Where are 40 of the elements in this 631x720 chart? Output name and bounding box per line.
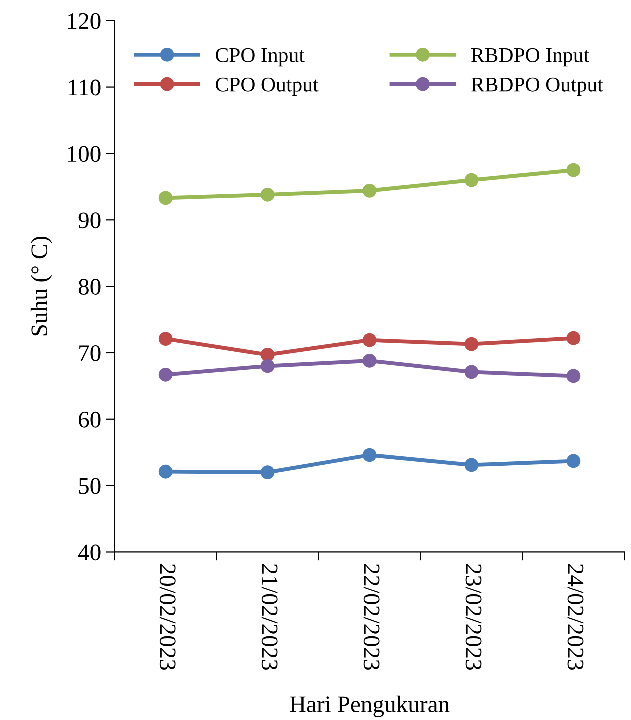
legend-label: RBDPO Input	[472, 48, 590, 67]
point	[158, 191, 173, 206]
point	[158, 464, 173, 479]
point	[260, 348, 275, 362]
point	[362, 184, 377, 198]
point	[158, 332, 173, 346]
point	[566, 163, 581, 178]
point	[566, 369, 581, 384]
x-axis-title: Hari Pengukuran	[290, 696, 450, 718]
point	[464, 365, 479, 380]
point	[260, 188, 275, 202]
y-tick-label: 110	[69, 80, 101, 96]
point	[158, 368, 173, 382]
y-tick-label: 120	[68, 13, 101, 30]
legend-label: CPO Output	[216, 78, 319, 96]
point	[566, 454, 581, 468]
x-tick-label: 21/02/2023	[262, 564, 278, 670]
y-tick-label: 40	[78, 544, 101, 561]
y-tick-label: 90	[78, 212, 101, 229]
point	[464, 337, 479, 352]
x-tick-label: 24/02/2023	[568, 564, 584, 670]
point	[362, 448, 377, 462]
x-tick-label: 20/02/2023	[160, 564, 176, 670]
point	[362, 354, 377, 368]
y-tick-label: 70	[80, 345, 101, 362]
legend-label: RBDPO Output	[472, 78, 604, 96]
point	[566, 331, 581, 346]
point	[362, 333, 377, 348]
x-tick-label: 22/02/2023	[364, 564, 380, 670]
legend-label: CPO Input	[216, 48, 305, 67]
y-tick-label: 100	[68, 146, 101, 162]
point	[464, 173, 479, 188]
point	[464, 458, 479, 472]
y-tick-label: 50	[79, 478, 101, 494]
x-tick-label: 23/02/2023	[466, 564, 482, 670]
y-tick-label: 60	[79, 412, 101, 428]
point	[260, 466, 275, 480]
y-tick-label: 80	[78, 279, 101, 295]
y-axis-title: Suhu (° C)	[30, 236, 52, 336]
point	[260, 359, 275, 374]
